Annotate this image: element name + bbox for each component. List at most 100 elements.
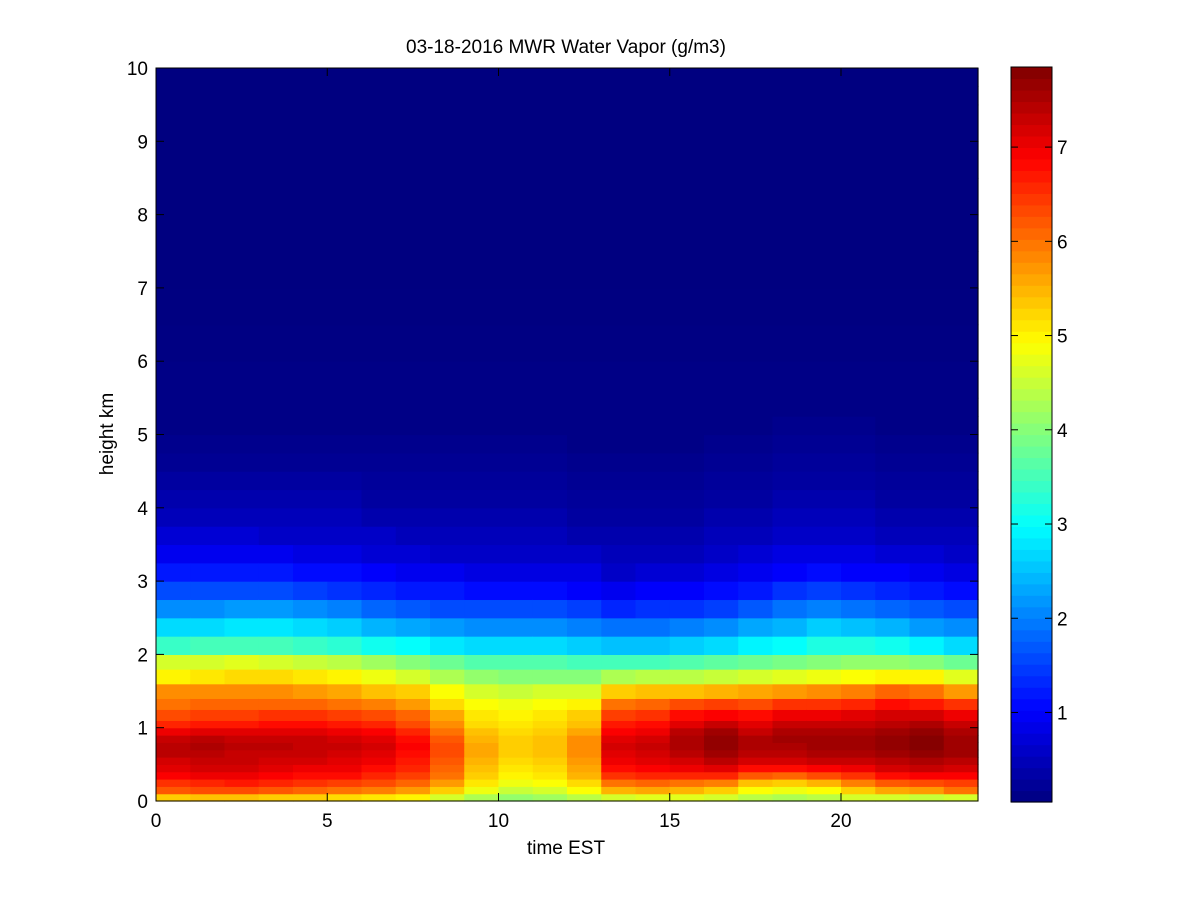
heatmap-cell [498, 683, 534, 699]
heatmap-cell [909, 251, 945, 289]
heatmap-cell [258, 757, 294, 765]
heatmap-cell [258, 749, 294, 758]
colorbar-segment [1011, 572, 1052, 585]
heatmap-cell [293, 727, 328, 736]
heatmap-cell [909, 68, 945, 87]
heatmap-cell [327, 771, 363, 780]
heatmap-cell [498, 471, 534, 491]
heatmap-cell [156, 793, 191, 802]
heatmap-cell [430, 779, 465, 787]
heatmap-cell [601, 544, 637, 564]
heatmap-cell [532, 397, 568, 417]
heatmap-cell [669, 757, 705, 765]
heatmap-cell [567, 720, 602, 729]
heatmap-cell [190, 581, 226, 601]
heatmap-cell [190, 727, 226, 736]
heatmap-cell [190, 742, 226, 751]
heatmap-cell [156, 361, 191, 399]
heatmap-cell [909, 452, 945, 472]
colorbar-segment [1011, 181, 1052, 194]
heatmap-cell [258, 104, 294, 142]
heatmap-cell [293, 141, 328, 179]
heatmap-cell [430, 324, 465, 362]
heatmap-cell [464, 636, 500, 655]
heatmap-cell [532, 361, 568, 399]
heatmap-cell [395, 669, 431, 685]
heatmap-cell [943, 669, 979, 685]
heatmap-cell [601, 104, 637, 142]
heatmap-cell [806, 709, 842, 721]
heatmap-cell [464, 544, 500, 564]
heatmap-cell [156, 779, 191, 787]
heatmap-cell [635, 793, 671, 802]
heatmap-cell [601, 617, 637, 637]
heatmap-cell [361, 654, 397, 670]
heatmap-cell [567, 654, 602, 670]
heatmap-cell [567, 786, 602, 795]
heatmap-cell [395, 177, 431, 216]
heatmap-cell [601, 471, 637, 491]
heatmap-cell [841, 617, 876, 637]
heatmap-cell [498, 452, 534, 472]
heatmap-cell [738, 489, 774, 509]
heatmap-cell [224, 434, 260, 454]
heatmap-cell [258, 544, 294, 564]
heatmap-cell [430, 720, 465, 729]
heatmap-cell [772, 654, 808, 670]
heatmap-cell [704, 709, 739, 721]
heatmap-cell [395, 683, 431, 699]
heatmap-cell [258, 434, 294, 454]
colorbar-segment [1011, 721, 1052, 734]
heatmap-cell [156, 709, 191, 721]
heatmap-cell [293, 324, 328, 362]
heatmap-cell [532, 526, 568, 546]
heatmap-cell [806, 251, 842, 289]
heatmap-cell [156, 581, 191, 601]
heatmap-cell [430, 581, 465, 601]
heatmap-cell [532, 683, 568, 699]
heatmap-cell [293, 526, 328, 546]
heatmap-cell [532, 786, 568, 795]
heatmap-cell [841, 489, 876, 509]
heatmap-cell [361, 434, 397, 454]
heatmap-cell [190, 86, 226, 106]
heatmap-cell [875, 68, 911, 87]
heatmap-cell [601, 786, 637, 795]
heatmap-cell [258, 786, 294, 795]
heatmap-cell [532, 581, 568, 601]
heatmap-cell [669, 177, 705, 216]
heatmap-cell [258, 324, 294, 362]
heatmap-cell [567, 507, 602, 527]
heatmap-cell [875, 654, 911, 670]
heatmap-cell [498, 617, 534, 637]
heatmap-cell [635, 416, 671, 436]
heatmap-cell [704, 361, 739, 399]
colorbar-segment [1011, 756, 1052, 769]
heatmap-cell [532, 771, 568, 780]
heatmap-cell [669, 636, 705, 655]
heatmap-cell [669, 397, 705, 417]
heatmap-cell [395, 581, 431, 601]
heatmap-cell [293, 489, 328, 509]
colorbar-segment [1011, 273, 1052, 286]
heatmap-cell [772, 720, 808, 729]
heatmap-cell [738, 214, 774, 252]
heatmap-cell [909, 793, 945, 802]
heatmap-cell [395, 452, 431, 472]
heatmap-cell [875, 141, 911, 179]
heatmap-cell [327, 749, 363, 758]
heatmap-cell [601, 489, 637, 509]
heatmap-cell [738, 416, 774, 436]
heatmap-cell [258, 683, 294, 699]
heatmap-cell [772, 636, 808, 655]
heatmap-cell [395, 68, 431, 87]
heatmap-cell [395, 562, 431, 582]
colorbar-segment [1011, 606, 1052, 619]
heatmap-cell [224, 361, 260, 399]
heatmap-cell [567, 709, 602, 721]
heatmap-cell [601, 452, 637, 472]
heatmap-cell [532, 141, 568, 179]
y-axis-ticks: 0 1 2 3 4 5 6 7 8 9 10 [127, 59, 978, 813]
heatmap-cell [841, 361, 876, 399]
heatmap-cell [772, 214, 808, 252]
